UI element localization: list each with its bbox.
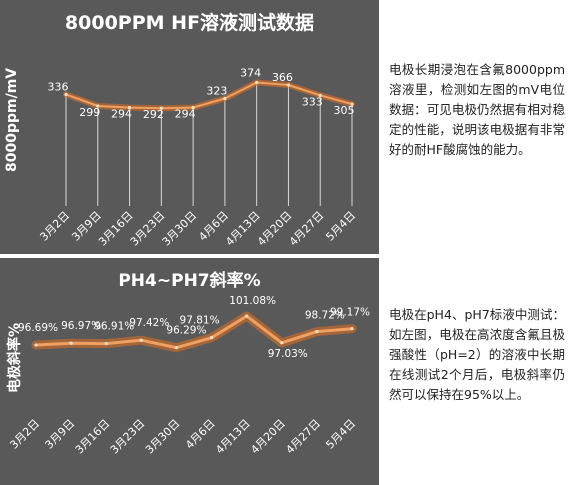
slope-data-point [104, 341, 108, 346]
slope-x-tick-label: 3月9日 [43, 417, 78, 452]
mv-data-point [127, 106, 132, 110]
mv-data-label: 292 [143, 108, 164, 121]
slope-x-tick-label: 4月6日 [183, 417, 218, 452]
slope-data-label: 98.72% [305, 310, 345, 322]
mv-data-label: 366 [272, 71, 293, 84]
mv-x-tick-label: 3月2日 [37, 209, 72, 244]
slope-data-point [174, 346, 179, 350]
slope-x-tick-label: 3月2日 [7, 417, 42, 452]
slope-x-tick-label: 3月16日 [73, 417, 113, 457]
slope-data-point [69, 341, 73, 345]
slope-x-tick-label: 4月27日 [283, 417, 323, 457]
mv-data-point [64, 92, 68, 96]
mv-data-label: 374 [240, 66, 261, 79]
slope-data-point [315, 330, 319, 334]
slope-data-point [350, 327, 354, 331]
mv-data-label: 333 [302, 95, 323, 108]
slope-chart-title: PH4~PH7斜率% [118, 271, 261, 291]
slope-series-line [34, 314, 354, 350]
slope-chart-description: 电极在pH4、pH7标液中测试：如左图，电极在高浓度含氟且极强酸性（pH=2）的… [389, 307, 565, 402]
mv-data-label: 299 [79, 106, 100, 119]
slope-x-tick-label: 5月4日 [323, 417, 358, 452]
slope-data-label: 96.97% [61, 320, 101, 332]
slope-data-point [139, 338, 143, 342]
slope-data-label: 97.03% [268, 348, 308, 360]
slope-x-tick-label: 4月13日 [213, 417, 253, 457]
slope-data-point [245, 314, 249, 318]
slope-chart-plot: 96.69% 96.97%96.91%97.42%96.29%97.81% 101.… [7, 295, 370, 457]
mv-x-tick-label: 3月30日 [160, 209, 200, 249]
mv-data-point [286, 83, 291, 87]
slope-data-point [280, 341, 284, 345]
slope-data-point [34, 343, 38, 347]
slope-data-label: 99.17% [330, 307, 370, 319]
slope-data-label: 101.08% [229, 295, 276, 307]
mv-series-line [65, 81, 353, 110]
slope-x-tick-label: 4月20日 [248, 417, 288, 457]
mv-chart-panel: 8000PPM HF溶液测试数据 8000ppm/mV 336 299 294 292… [0, 0, 379, 254]
mv-data-point [159, 106, 163, 110]
mv-data-point [96, 104, 100, 108]
mv-data-label: 294 [111, 108, 132, 121]
mv-chart-description: 电极长期浸泡在含氟8000ppm溶液里，检测如左图的mV电位数据：可见电极仍然据… [389, 62, 565, 157]
slope-data-label: 96.29% [166, 325, 206, 337]
mv-data-label: 294 [175, 108, 196, 121]
mv-data-point [350, 102, 354, 106]
mv-data-label: 305 [334, 104, 355, 117]
mv-x-tick-label: 4月27日 [287, 209, 327, 249]
slope-data-label: 97.42% [129, 317, 169, 329]
mv-data-label: 323 [206, 84, 227, 97]
slope-data-point [209, 336, 214, 340]
mv-data-point [191, 106, 195, 110]
mv-data-point [223, 96, 227, 101]
mv-chart-title: 8000PPM HF溶液测试数据 [64, 12, 315, 34]
slope-data-label: 96.69% [18, 322, 58, 334]
slope-data-label: 97.81% [180, 315, 220, 327]
mv-data-point [255, 80, 259, 85]
mv-data-point [318, 93, 322, 97]
slope-x-tick-label: 3月30日 [143, 417, 183, 457]
slope-x-tick-label: 3月23日 [108, 417, 148, 457]
mv-x-tick-label: 5月4日 [323, 209, 358, 244]
slope-data-label: 96.91% [94, 321, 134, 333]
mv-data-label: 336 [48, 80, 69, 93]
slope-chart-panel: PH4~PH7斜率% 电极斜率% 96.69% 96.97% 96.91% 97.42… [0, 258, 379, 485]
